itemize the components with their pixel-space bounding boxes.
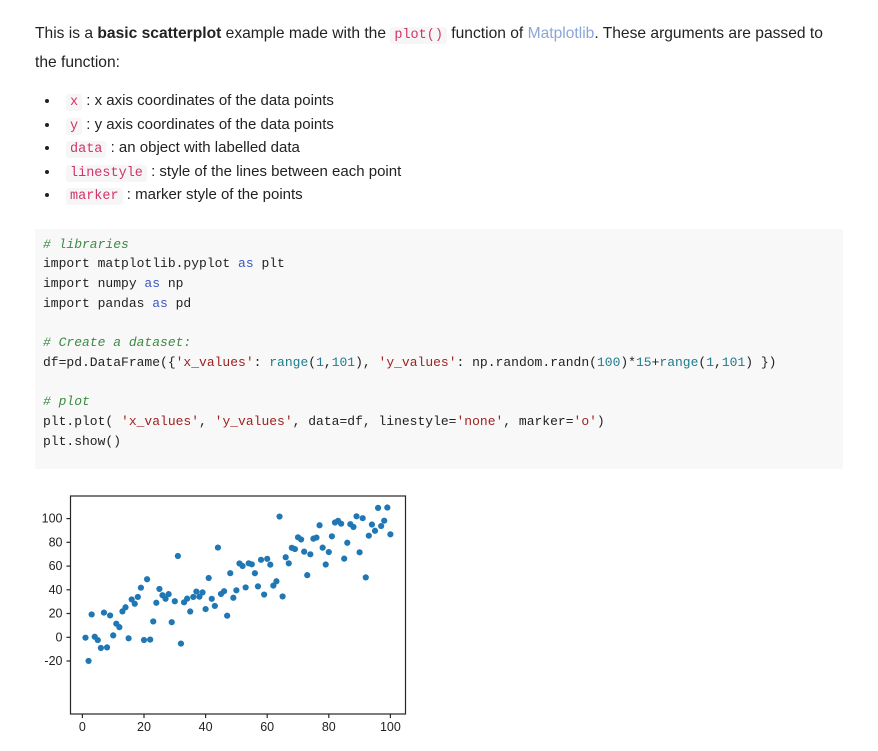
- svg-text:-20: -20: [44, 654, 62, 668]
- svg-text:0: 0: [56, 630, 63, 644]
- svg-text:100: 100: [42, 512, 63, 526]
- svg-text:80: 80: [49, 535, 63, 549]
- svg-text:20: 20: [137, 720, 151, 734]
- svg-text:40: 40: [49, 583, 63, 597]
- svg-text:20: 20: [49, 607, 63, 621]
- svg-text:100: 100: [380, 720, 401, 734]
- svg-text:60: 60: [260, 720, 274, 734]
- svg-text:0: 0: [79, 720, 86, 734]
- svg-text:40: 40: [199, 720, 213, 734]
- svg-text:60: 60: [49, 559, 63, 573]
- svg-text:80: 80: [322, 720, 336, 734]
